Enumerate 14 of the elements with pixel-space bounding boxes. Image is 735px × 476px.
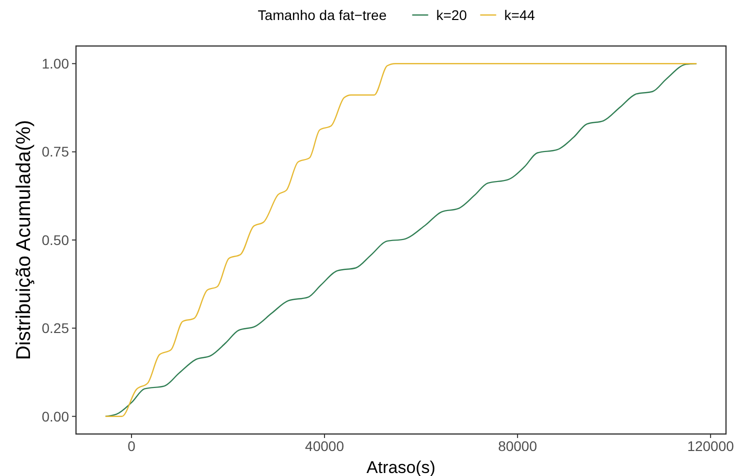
legend-label: k=44 xyxy=(504,7,536,23)
y-tick-label: 0.25 xyxy=(42,320,70,336)
x-tick-label: 80000 xyxy=(498,438,538,454)
legend-title: Tamanho da fat−tree xyxy=(258,7,387,23)
line-series xyxy=(104,63,698,417)
x-tick-label: 120000 xyxy=(687,438,734,454)
x-tick-label: 40000 xyxy=(305,438,344,454)
y-tick-label: 0.50 xyxy=(42,232,70,248)
y-tick-label: 0.75 xyxy=(42,144,70,160)
y-tick-label: 1.00 xyxy=(42,56,70,72)
x-tick-label: 0 xyxy=(128,438,136,454)
legend-label: k=20 xyxy=(436,7,468,23)
y-axis-title: Distribuição Acumulada(%) xyxy=(13,120,35,360)
y-tick-label: 0.00 xyxy=(42,408,70,424)
